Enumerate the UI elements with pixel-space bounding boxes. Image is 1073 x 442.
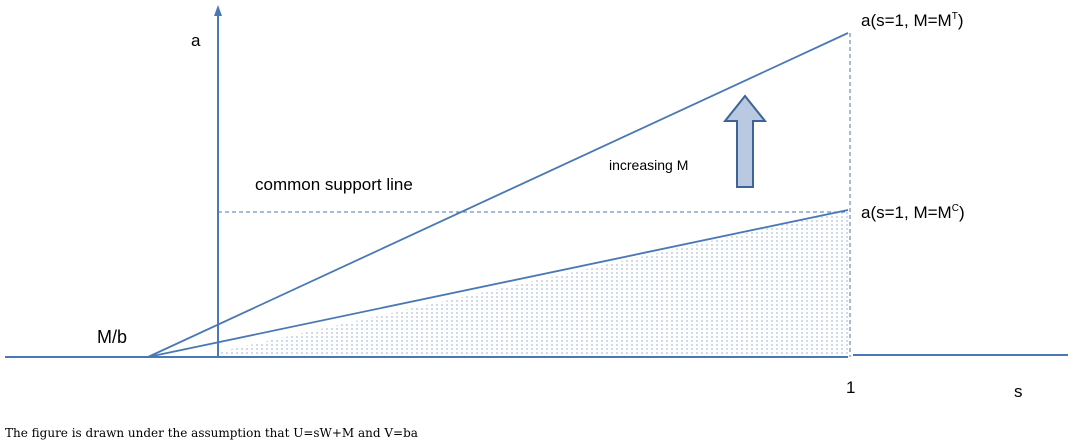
line-m-c <box>147 209 849 358</box>
y-axis-arrowhead <box>214 5 222 16</box>
top-point-suffix: ) <box>958 11 964 30</box>
line-m-t <box>147 32 849 358</box>
bottom-point-prefix: a(s=1, M=M <box>861 203 952 222</box>
bottom-point-label: a(s=1, M=MC) <box>861 203 965 222</box>
top-point-prefix: a(s=1, M=M <box>861 11 952 30</box>
x-tick-one: 1 <box>846 378 855 397</box>
bottom-point-suffix: ) <box>959 203 965 222</box>
top-point-label: a(s=1, M=MT) <box>861 11 963 30</box>
x-axis-label: s <box>1014 382 1023 401</box>
shaded-region <box>218 210 848 357</box>
figure-caption: The figure is drawn under the assumption… <box>5 426 418 440</box>
top-point-sup: T <box>952 11 958 22</box>
y-axis-label: a <box>191 31 201 50</box>
increasing-m-arrow <box>722 94 768 188</box>
common-support-label: common support line <box>255 175 413 194</box>
intercept-label: M/b <box>97 327 127 347</box>
bottom-point-sup: C <box>952 203 959 214</box>
increasing-m-label: increasing M <box>609 157 688 173</box>
